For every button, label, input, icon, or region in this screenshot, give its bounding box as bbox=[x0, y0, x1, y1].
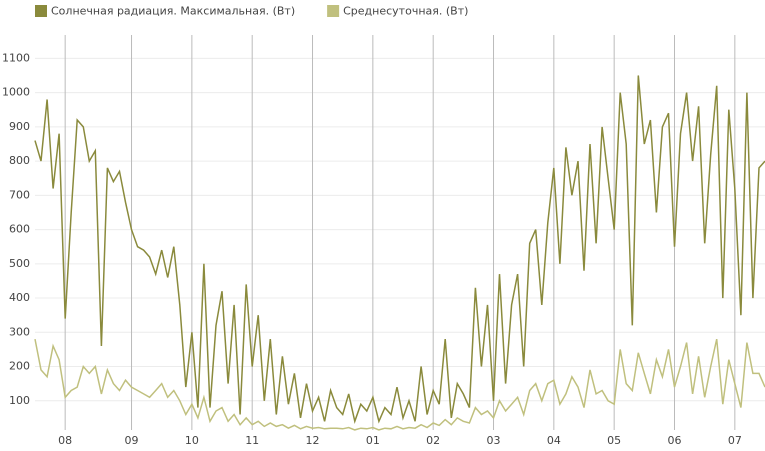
legend-swatch[interactable] bbox=[35, 5, 47, 17]
y-tick-label: 500 bbox=[9, 257, 30, 270]
y-tick-label: 700 bbox=[9, 188, 30, 201]
x-tick-label: 09 bbox=[125, 434, 139, 447]
y-tick-label: 1000 bbox=[2, 86, 30, 99]
legend-label[interactable]: Среднесуточная. (Вт) bbox=[343, 5, 468, 18]
y-tick-label: 600 bbox=[9, 223, 30, 236]
x-tick-label: 02 bbox=[426, 434, 440, 447]
x-tick-label: 07 bbox=[728, 434, 742, 447]
x-tick-label: 12 bbox=[306, 434, 320, 447]
x-tick-label: 04 bbox=[547, 434, 561, 447]
legend-label[interactable]: Солнечная радиация. Максимальная. (Вт) bbox=[51, 5, 295, 18]
y-tick-label: 200 bbox=[9, 360, 30, 373]
x-tick-label: 06 bbox=[668, 434, 682, 447]
y-tick-label: 100 bbox=[9, 394, 30, 407]
x-tick-label: 03 bbox=[487, 434, 501, 447]
x-tick-label: 08 bbox=[58, 434, 72, 447]
series-line bbox=[34, 75, 765, 425]
series-line bbox=[34, 338, 765, 431]
legend-swatch[interactable] bbox=[327, 5, 340, 17]
x-tick-label: 11 bbox=[245, 434, 259, 447]
y-tick-label: 900 bbox=[9, 120, 30, 133]
y-tick-label: 300 bbox=[9, 325, 30, 338]
y-tick-label: 400 bbox=[9, 291, 30, 304]
x-tick-label: 05 bbox=[607, 434, 621, 447]
x-tick-label: 01 bbox=[366, 434, 380, 447]
x-tick-label: 10 bbox=[185, 434, 199, 447]
y-tick-label: 800 bbox=[9, 154, 30, 167]
y-tick-label: 1100 bbox=[2, 51, 30, 64]
